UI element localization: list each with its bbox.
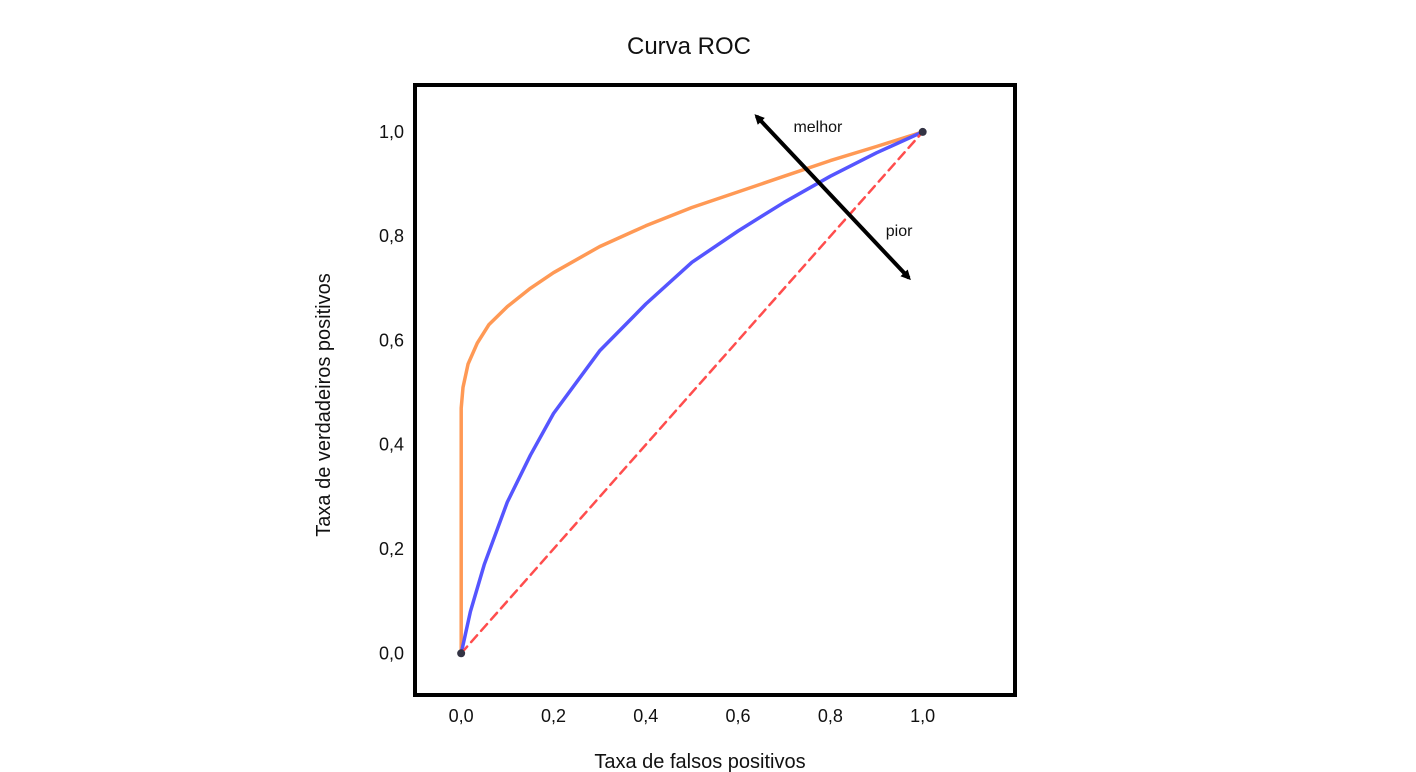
series-line-3 — [459, 130, 924, 655]
annotation-label-pior: pior — [886, 223, 913, 240]
chart-title: Curva ROC — [627, 33, 751, 60]
y-tick-label: 0,8 — [379, 226, 404, 246]
y-tick-label: 0,4 — [379, 435, 404, 455]
y-axis-title: Taxa de verdadeiros positivos — [313, 273, 335, 536]
x-tick-label: 0,4 — [633, 706, 658, 726]
annotation-label-melhor: melhor — [793, 119, 843, 136]
y-axis-ticks: 0,0 0,2 0,4 0,6 0,8 1,0 — [379, 122, 404, 663]
annotation-layer: melhor pior — [754, 114, 913, 281]
x-tick-label: 0,0 — [449, 706, 474, 726]
x-axis-title: Taxa de falsos positivos — [594, 751, 805, 772]
x-tick-label: 0,2 — [541, 706, 566, 726]
better-worse-arrow — [754, 114, 911, 281]
endpoint-marker-2 — [918, 127, 927, 136]
y-tick-label: 0,2 — [379, 539, 404, 559]
y-tick-label: 0,0 — [379, 643, 404, 663]
x-tick-label: 1,0 — [910, 706, 935, 726]
x-tick-label: 0,8 — [818, 706, 843, 726]
x-tick-label: 0,6 — [726, 706, 751, 726]
endpoint-layer — [457, 127, 927, 658]
endpoint-marker-1 — [457, 649, 466, 658]
y-tick-label: 0,6 — [379, 330, 404, 350]
y-tick-label: 1,0 — [379, 122, 404, 142]
x-axis-ticks: 0,0 0,2 0,4 0,6 0,8 1,0 — [449, 706, 936, 726]
